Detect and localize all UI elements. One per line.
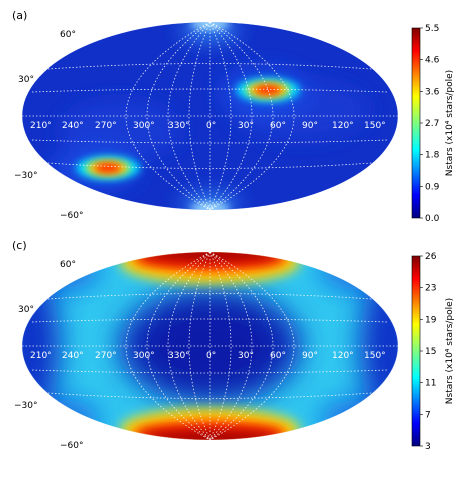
lon-label: 60° (270, 121, 286, 131)
lon-label: 90° (302, 121, 318, 131)
lon-label: 90° (302, 351, 318, 361)
colorbar-tick-label: 0.9 (425, 182, 440, 192)
colorbar-tick-label: 11 (425, 379, 436, 389)
panel-c: (c) (12, 239, 455, 452)
colorbar-tick-label: 3.6 (425, 87, 440, 97)
lat-label: −30° (14, 401, 38, 411)
lat-label: 60° (60, 260, 76, 270)
panel-a-lon-labels: 210° 240° 270° 300° 330° 0° 30° 60° 90° … (30, 121, 386, 131)
colorbar-gradient (411, 255, 421, 447)
lon-label: 270° (95, 121, 117, 131)
panel-c-lat-labels: 60° 30° −30° −60° (14, 260, 84, 451)
lon-label: 210° (30, 121, 52, 131)
lon-label: 30° (238, 351, 254, 361)
colorbar-tick-label: 0.0 (425, 214, 440, 224)
lon-label: 60° (270, 351, 286, 361)
panel-c-south-cap (120, 408, 300, 440)
lon-label: 120° (332, 121, 354, 131)
colorbar-tick-label: 7 (425, 410, 431, 420)
lon-label: 240° (62, 121, 84, 131)
colorbar-tick-label: 26 (425, 252, 437, 262)
panel-c-label: (c) (12, 239, 27, 252)
lon-label: 300° (133, 351, 155, 361)
lon-label: 270° (95, 351, 117, 361)
lon-label: 300° (133, 121, 155, 131)
panel-a-lat-labels: 60° 30° −30° −60° (14, 30, 84, 221)
lon-label: 120° (332, 351, 354, 361)
colorbar-tick-label: 2.7 (425, 119, 439, 129)
colorbar-tick-label: 15 (425, 347, 436, 357)
lon-label: 330° (168, 351, 190, 361)
colorbar-tick-label: 5.5 (425, 24, 439, 34)
colorbar-tick-label: 19 (425, 315, 437, 325)
lon-label: 30° (238, 121, 254, 131)
panel-a-hotspot-ne (236, 78, 300, 102)
lon-label: 0° (206, 121, 216, 131)
lat-label: −60° (60, 211, 84, 221)
lon-label: 330° (168, 121, 190, 131)
colorbar-gradient (411, 27, 421, 219)
lon-label: 150° (364, 121, 386, 131)
lon-label: 240° (62, 351, 84, 361)
lon-label: 150° (364, 351, 386, 361)
panel-c-north-cap (120, 252, 300, 284)
lat-label: 30° (18, 75, 34, 85)
lat-label: −60° (60, 441, 84, 451)
panel-a-label: (a) (12, 9, 27, 22)
panel-a: (a) (12, 9, 455, 224)
panel-a-hotspot-sw (76, 156, 140, 180)
lat-label: 60° (60, 30, 76, 40)
colorbar-tick-label: 23 (425, 284, 436, 294)
panel-a-map (22, 22, 398, 210)
panel-c-graticule (22, 251, 398, 441)
panel-a-colorbar: 0.0 0.9 1.8 2.7 3.6 4.6 5.5 Nstars (x10⁴ stars… (411, 24, 455, 224)
colorbar-tick-label: 4.6 (425, 56, 440, 66)
lat-label: 30° (18, 305, 34, 315)
lon-label: 210° (30, 351, 52, 361)
lon-label: 0° (206, 351, 216, 361)
panel-c-colorbar: 3 7 11 15 19 23 26 Nstars (x10⁴ stars/pole) (411, 252, 455, 452)
colorbar-label: Nstars (x10⁴ stars/pole) (445, 70, 455, 176)
colorbar-label: Nstars (x10⁴ stars/pole) (445, 298, 455, 404)
colorbar-tick-label: 1.8 (425, 151, 440, 161)
lat-label: −30° (14, 171, 38, 181)
panel-a-graticule (22, 21, 398, 211)
colorbar-tick-label: 3 (425, 442, 431, 452)
panel-c-lon-labels: 210° 240° 270° 300° 330° 0° 30° 60° 90° … (30, 351, 386, 361)
